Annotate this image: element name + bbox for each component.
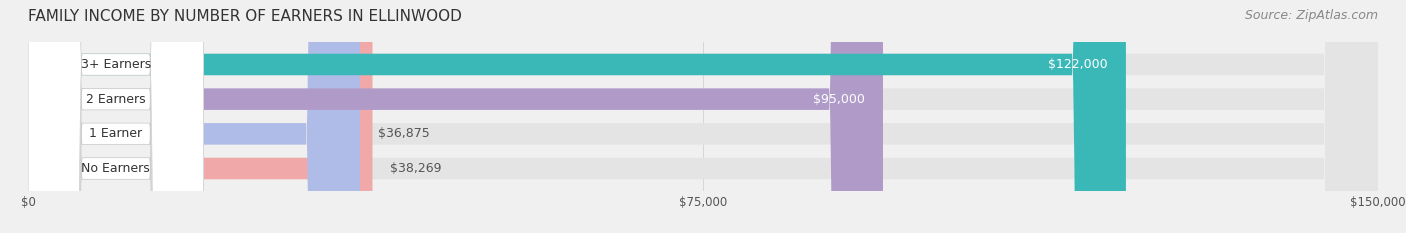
FancyBboxPatch shape (28, 0, 204, 233)
FancyBboxPatch shape (28, 0, 1378, 233)
FancyBboxPatch shape (28, 0, 1378, 233)
Text: 1 Earner: 1 Earner (90, 127, 142, 140)
FancyBboxPatch shape (28, 0, 1126, 233)
FancyBboxPatch shape (28, 0, 204, 233)
FancyBboxPatch shape (28, 0, 883, 233)
Text: $36,875: $36,875 (378, 127, 430, 140)
Text: $122,000: $122,000 (1049, 58, 1108, 71)
FancyBboxPatch shape (28, 0, 1378, 233)
Text: $38,269: $38,269 (391, 162, 441, 175)
Text: FAMILY INCOME BY NUMBER OF EARNERS IN ELLINWOOD: FAMILY INCOME BY NUMBER OF EARNERS IN EL… (28, 9, 463, 24)
FancyBboxPatch shape (28, 0, 373, 233)
FancyBboxPatch shape (28, 0, 204, 233)
Text: 2 Earners: 2 Earners (86, 93, 146, 106)
FancyBboxPatch shape (28, 0, 360, 233)
Text: Source: ZipAtlas.com: Source: ZipAtlas.com (1244, 9, 1378, 22)
Text: No Earners: No Earners (82, 162, 150, 175)
Text: 3+ Earners: 3+ Earners (80, 58, 150, 71)
FancyBboxPatch shape (28, 0, 1378, 233)
Text: $95,000: $95,000 (813, 93, 865, 106)
FancyBboxPatch shape (28, 0, 204, 233)
